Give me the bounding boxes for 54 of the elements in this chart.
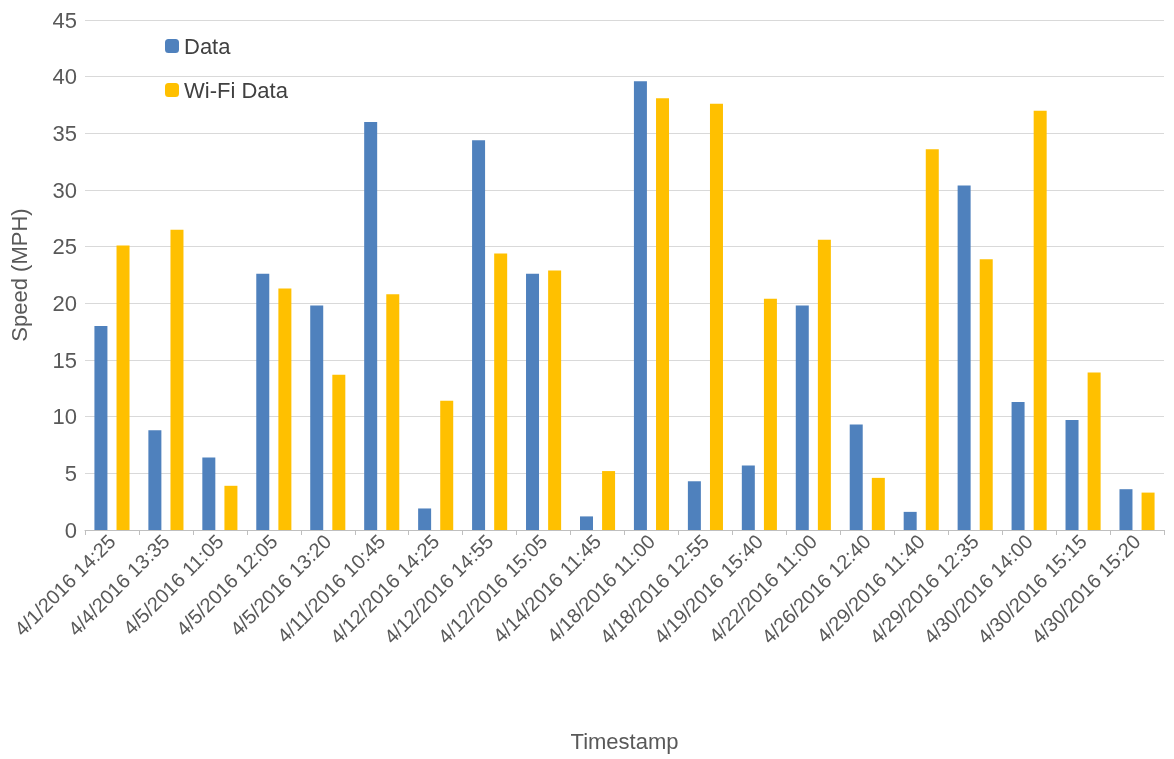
bar — [1087, 372, 1101, 530]
bar — [224, 485, 238, 530]
legend-label: Data — [184, 33, 232, 59]
bar — [364, 122, 378, 530]
bar — [579, 516, 593, 530]
y-tick-label: 25 — [52, 234, 77, 260]
bar — [170, 229, 184, 530]
bar — [202, 457, 216, 530]
bar — [472, 140, 486, 530]
y-tick-label: 5 — [64, 460, 77, 486]
bar — [656, 98, 670, 530]
bar — [1141, 492, 1155, 530]
bar — [310, 305, 324, 530]
bar — [795, 305, 809, 530]
bar — [148, 430, 162, 530]
bar — [526, 273, 540, 530]
bar — [763, 298, 777, 530]
bar — [979, 259, 993, 530]
bar — [278, 288, 292, 530]
y-tick-label: 45 — [52, 7, 77, 33]
bar — [332, 374, 346, 530]
bar — [957, 185, 971, 530]
bar — [1065, 420, 1079, 530]
bar — [440, 400, 454, 530]
y-tick-label: 0 — [64, 517, 77, 543]
bar — [817, 239, 831, 530]
bar — [1119, 489, 1133, 530]
bar — [903, 511, 917, 530]
y-tick-label: 35 — [52, 120, 77, 146]
x-axis-title: Timestamp — [570, 728, 679, 754]
bar — [116, 245, 130, 530]
bar — [1011, 401, 1025, 530]
y-axis-title: Speed (MPH) — [6, 208, 32, 342]
bar — [418, 508, 432, 530]
bar — [494, 253, 508, 530]
bar — [871, 477, 885, 530]
bar — [256, 273, 270, 530]
bar — [548, 270, 562, 530]
y-tick-label: 30 — [52, 177, 77, 203]
bar — [94, 326, 108, 530]
y-tick-label: 10 — [52, 404, 77, 430]
bar — [709, 103, 723, 530]
bar — [1033, 110, 1047, 530]
y-tick-label: 20 — [52, 290, 77, 316]
bar — [925, 149, 939, 530]
y-tick-label: 15 — [52, 347, 77, 373]
bar — [849, 424, 863, 530]
bar — [687, 481, 701, 530]
y-tick-label: 40 — [52, 64, 77, 90]
bar — [741, 465, 755, 530]
bar — [633, 81, 647, 530]
bar — [386, 294, 400, 530]
bar — [602, 471, 616, 530]
legend-label: Wi-Fi Data — [184, 77, 289, 103]
